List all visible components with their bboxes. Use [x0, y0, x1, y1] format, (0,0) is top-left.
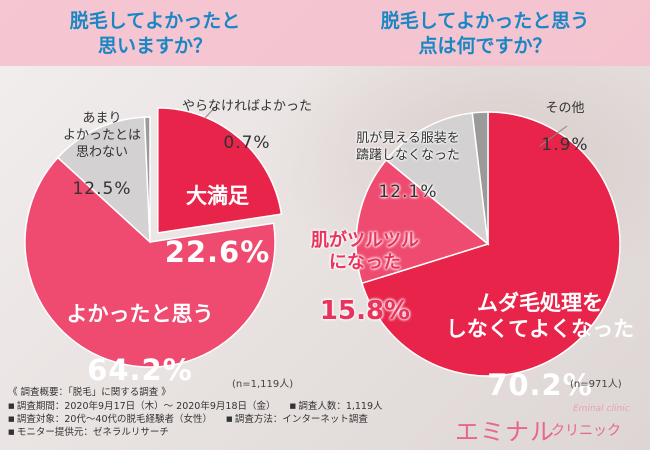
- leader-line-1.9: [539, 125, 568, 147]
- label-muda: ムダ毛処理を しなくてよくなった 70.2%: [445, 291, 635, 402]
- slice-fukusou: [385, 112, 489, 246]
- slice-sonota: [471, 111, 489, 245]
- header-band: [0, 0, 650, 66]
- logo-japanese: エミナル: [455, 418, 555, 446]
- label-tsuru: 肌がツルツル になった 15.8%: [311, 230, 419, 326]
- slice-yokatta: [24, 156, 276, 368]
- left-sample-size: (n=1,119人): [232, 379, 294, 390]
- leader-line-0.7: [204, 103, 219, 119]
- slice-tsuru: [355, 158, 490, 285]
- label-sonota: その他 1.9%: [541, 101, 589, 155]
- survey-method: 調査方法：インターネット調査: [226, 413, 368, 426]
- left-pie: [24, 107, 283, 368]
- label-yokatta: よかったと思う 64.2%: [66, 302, 214, 387]
- right-pie: [355, 111, 621, 377]
- right-sample-size: (n=971人): [570, 379, 622, 390]
- label-yaranakereba: やらなければよかった 0.7%: [181, 99, 312, 153]
- eminal-clinic-logo: Eminal clinic エミナル クリニック: [455, 404, 645, 446]
- logo-english: Eminal clinic: [573, 404, 630, 414]
- slice-amari: [56, 116, 151, 244]
- slice-muda: [361, 111, 621, 377]
- survey-provider: モニター提供元：ゼネラルリサーチ: [8, 426, 169, 439]
- logo-clinic: クリニック: [551, 423, 621, 439]
- survey-count: 調査人数：1,119人: [289, 400, 382, 413]
- survey-target: 調査対象：20代～40代の脱毛経験者（女性）: [8, 413, 212, 426]
- slice-yaranakereba: [143, 116, 151, 243]
- left-chart-title: 脱毛してよかったと 思いますか？: [69, 10, 241, 57]
- label-amari: あまり よかったとは 思わない 12.5%: [62, 111, 141, 199]
- survey-heading: 《 調査概要：「脱毛」に関する調査 》: [8, 387, 171, 398]
- survey-period: 調査期間：2020年9月17日（木）～ 2020年9月18日（金）: [8, 400, 276, 413]
- label-daimanzoku: 大満足 22.6%: [164, 184, 271, 269]
- right-chart-title: 脱毛してよかったと思う 点は何ですか？: [380, 10, 590, 57]
- survey-footer: 《 調査概要：「脱毛」に関する調査 》 調査期間：2020年9月17日（木）～ …: [8, 386, 408, 439]
- label-fukusou: 肌が見える服装を 躊躇しなくなった 12.1%: [355, 131, 460, 202]
- slice-daimanzoku: [157, 107, 283, 234]
